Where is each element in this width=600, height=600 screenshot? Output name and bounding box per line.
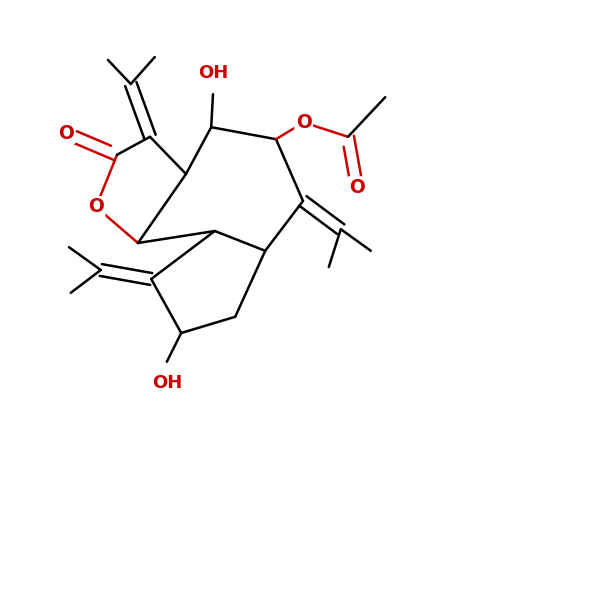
Text: O: O: [88, 197, 104, 217]
Text: O: O: [349, 178, 365, 197]
Text: OH: OH: [198, 64, 228, 82]
Text: O: O: [296, 113, 311, 132]
Text: O: O: [58, 124, 74, 143]
Text: OH: OH: [152, 374, 182, 392]
